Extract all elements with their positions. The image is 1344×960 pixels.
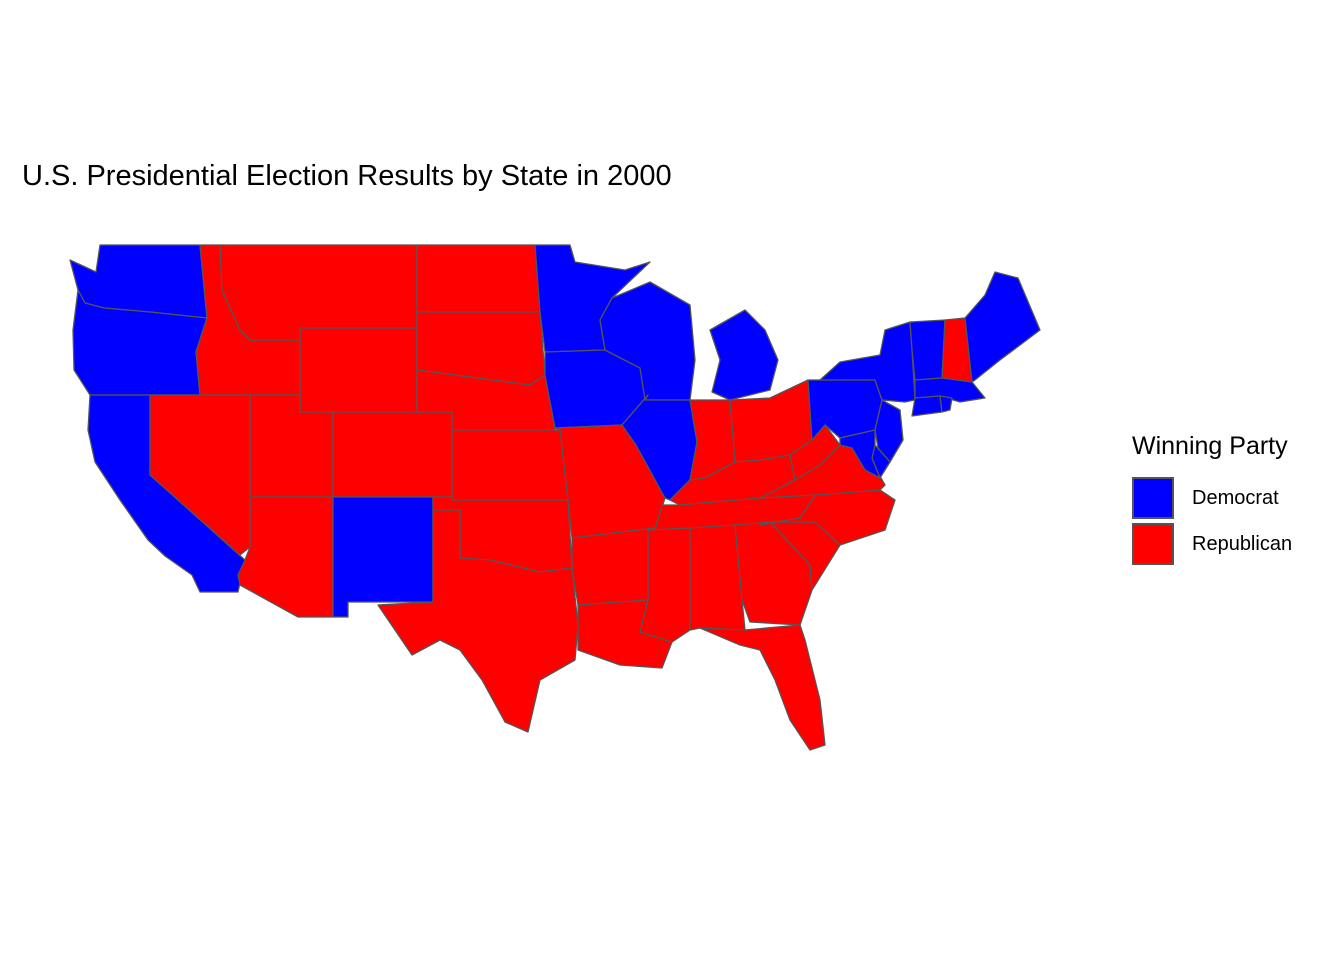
- chart-title: U.S. Presidential Election Results by St…: [22, 160, 672, 192]
- state-maine: [964, 271, 1041, 383]
- state-texas: [377, 509, 579, 733]
- legend: Winning Party Democrat Republican: [1132, 432, 1292, 567]
- state-maryland: [839, 429, 881, 479]
- state-new-mexico: [332, 496, 434, 618]
- states-layer: [69, 244, 1041, 751]
- state-arkansas: [571, 527, 656, 606]
- state-colorado: [332, 411, 453, 498]
- legend-item-democrat: Democrat: [1132, 475, 1292, 521]
- legend-item-republican: Republican: [1132, 521, 1292, 567]
- state-florida: [699, 624, 826, 751]
- state-michigan: [709, 309, 779, 401]
- state-wyoming: [299, 327, 418, 413]
- legend-label-democrat: Democrat: [1192, 486, 1279, 509]
- state-rhode-island: [939, 395, 953, 413]
- state-mississippi: [639, 527, 691, 643]
- state-vermont: [909, 319, 946, 381]
- legend-swatch-republican: [1132, 523, 1174, 565]
- state-kansas: [451, 429, 569, 501]
- legend-swatch-democrat: [1132, 477, 1174, 519]
- state-arizona: [237, 496, 334, 618]
- state-north-dakota: [416, 244, 541, 313]
- state-connecticut: [911, 395, 943, 417]
- legend-label-republican: Republican: [1192, 532, 1293, 555]
- state-montana: [219, 244, 418, 341]
- legend-title: Winning Party: [1132, 432, 1288, 460]
